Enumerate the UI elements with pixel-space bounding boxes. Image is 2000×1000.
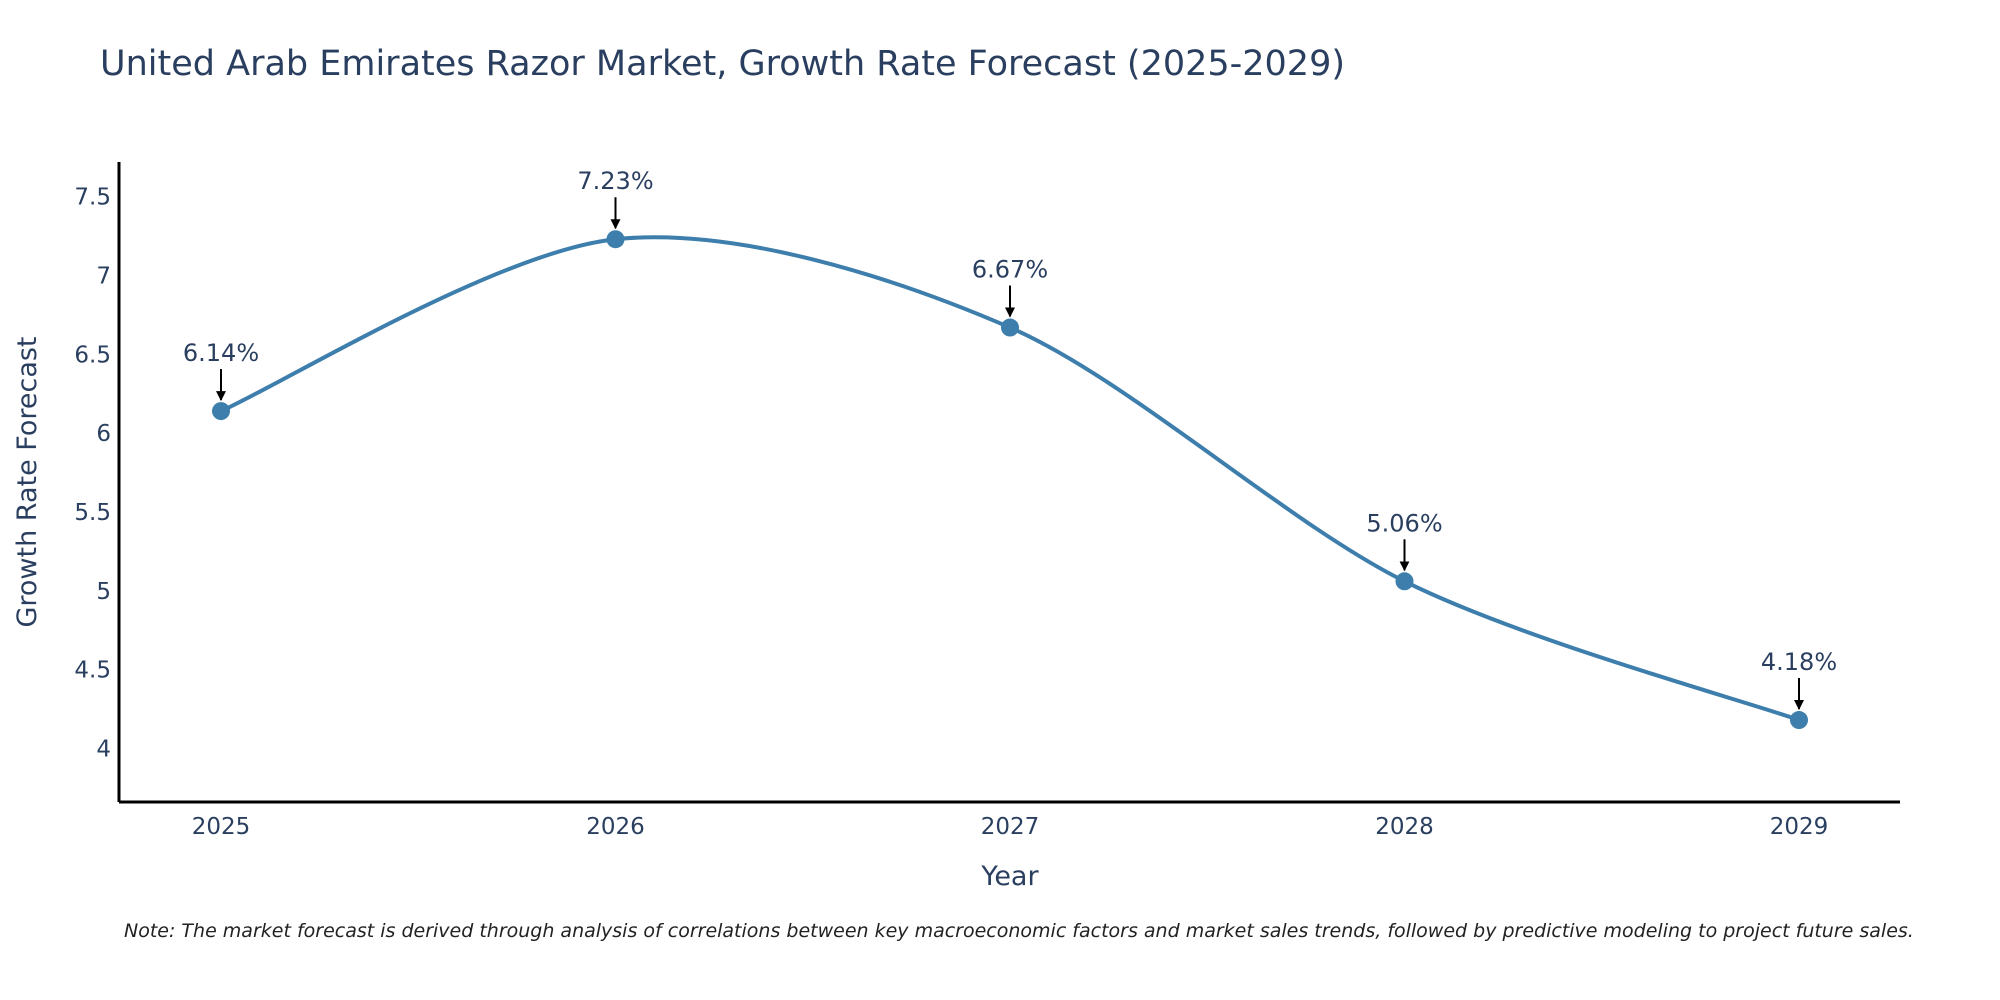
x-tick-label: 2029 xyxy=(1770,814,1829,840)
x-tick-label: 2027 xyxy=(981,814,1040,840)
y-axis-title: Growth Rate Forecast xyxy=(12,336,43,627)
x-axis-title: Year xyxy=(980,861,1039,892)
chart-title: United Arab Emirates Razor Market, Growt… xyxy=(100,44,1345,84)
y-axis-ticks: 4 4.5 5 5.5 6 6.5 7 7.5 xyxy=(74,185,111,763)
chart-note: Note: The market forecast is derived thr… xyxy=(124,920,1914,942)
data-label: 4.18% xyxy=(1761,648,1837,676)
data-points xyxy=(212,230,1808,730)
data-point xyxy=(606,230,625,249)
data-label: 7.23% xyxy=(577,167,653,195)
y-tick-label: 7 xyxy=(96,263,111,289)
data-point xyxy=(1790,711,1808,730)
y-tick-label: 7.5 xyxy=(74,185,111,211)
y-tick-label: 6.5 xyxy=(74,342,111,368)
x-tick-label: 2025 xyxy=(192,814,251,840)
data-label: 6.14% xyxy=(183,339,259,367)
y-tick-label: 4.5 xyxy=(74,658,111,684)
data-point xyxy=(1001,318,1019,337)
data-annotations: 6.14% 7.23% 6.67% 5.06% 4.18% xyxy=(183,167,1837,711)
y-tick-label: 4 xyxy=(96,736,111,762)
data-point xyxy=(1395,572,1414,591)
x-tick-label: 2026 xyxy=(586,814,645,840)
data-label: 5.06% xyxy=(1366,509,1442,537)
x-tick-label: 2028 xyxy=(1375,814,1434,840)
y-tick-label: 5.5 xyxy=(74,500,111,526)
y-tick-label: 6 xyxy=(96,421,111,447)
y-tick-label: 5 xyxy=(96,579,111,605)
data-point xyxy=(212,402,230,421)
data-label: 6.67% xyxy=(972,256,1048,284)
x-axis-ticks: 2025 2026 2027 2028 2029 xyxy=(192,814,1829,840)
